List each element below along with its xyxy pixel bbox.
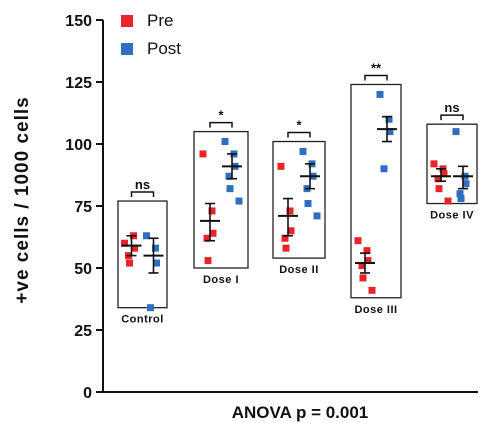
data-point-post <box>226 185 234 193</box>
data-point-post <box>152 244 159 252</box>
legend-swatch-pre <box>121 15 133 27</box>
data-point-pre <box>358 262 366 270</box>
group-label: Dose III <box>354 304 397 316</box>
data-point-post <box>457 195 465 203</box>
data-point-post <box>143 232 150 240</box>
legend: Pre Post <box>121 11 181 58</box>
data-point-post <box>221 138 229 146</box>
y-tick-label: 125 <box>65 75 92 92</box>
group-box <box>193 130 249 269</box>
y-tick-label: 150 <box>65 13 92 30</box>
x-axis-label: ANOVA p = 0.001 <box>232 403 369 422</box>
data-point-post <box>299 147 307 155</box>
significance-bracket <box>287 131 311 138</box>
y-tick-label: 100 <box>65 137 92 154</box>
data-point-post <box>153 259 160 267</box>
data-point-pre <box>363 247 371 255</box>
group-box <box>350 83 402 299</box>
legend-swatch-post <box>121 43 133 55</box>
significance-label: ns <box>135 177 150 192</box>
data-point-pre <box>204 257 212 265</box>
y-tick-label: 75 <box>74 199 92 216</box>
group-label: Dose II <box>279 264 319 276</box>
data-point-pre <box>440 170 448 178</box>
legend-label-pre: Pre <box>147 11 173 30</box>
data-point-pre <box>364 257 372 265</box>
group-box <box>117 200 168 309</box>
data-point-pre <box>434 175 442 183</box>
data-point-post <box>225 172 233 180</box>
data-point-pre <box>199 150 207 158</box>
data-point-pre <box>435 185 443 193</box>
group-boxes: Control ns Dose I * Dose II * Dose III ** Dose I… <box>117 60 478 326</box>
group-label: Dose I <box>203 274 239 286</box>
data-point-pre <box>430 160 438 168</box>
data-point-pre <box>208 207 216 215</box>
y-tick-label: 25 <box>74 323 92 340</box>
data-marks <box>121 90 473 312</box>
data-point-post <box>452 128 460 136</box>
data-point-post <box>376 90 384 98</box>
data-point-post <box>313 212 321 220</box>
data-point-pre <box>444 197 452 205</box>
data-point-pre <box>368 286 376 294</box>
data-point-post <box>235 197 243 205</box>
group-label: Dose IV <box>430 210 474 222</box>
significance-label: ** <box>371 60 382 75</box>
group-box <box>272 140 326 259</box>
data-point-pre <box>281 234 289 242</box>
y-tick-label: 0 <box>83 385 92 402</box>
significance-bracket <box>364 74 388 81</box>
data-point-pre <box>209 229 217 237</box>
data-point-post <box>462 180 470 188</box>
group-box <box>426 123 478 205</box>
significance-label: * <box>296 118 302 133</box>
significance-bracket <box>209 121 233 128</box>
data-point-pre <box>287 227 295 235</box>
data-point-pre <box>354 237 362 245</box>
data-point-post <box>147 304 154 312</box>
data-point-pre <box>121 239 128 247</box>
significance-label: ns <box>444 100 459 115</box>
significance-bracket <box>130 191 155 198</box>
data-point-pre <box>277 162 285 170</box>
group-label: Control <box>121 314 164 326</box>
data-point-post <box>304 200 312 208</box>
data-point-pre <box>131 244 138 252</box>
data-point-post <box>386 128 394 136</box>
data-point-pre <box>359 274 367 282</box>
data-point-pre <box>126 259 133 267</box>
axes: 0 25 50 75 100 125 150 <box>65 13 478 402</box>
y-axis-label: +ve cells / 1000 cells <box>12 96 33 303</box>
data-point-pre <box>203 234 211 242</box>
legend-label-post: Post <box>147 39 181 58</box>
data-point-post <box>456 190 464 198</box>
data-point-pre <box>282 244 290 252</box>
significance-label: * <box>218 108 224 123</box>
data-point-post <box>380 165 388 173</box>
significance-bracket <box>440 114 464 121</box>
data-point-pre <box>286 207 294 215</box>
y-tick-label: 50 <box>74 261 92 278</box>
data-point-post <box>385 115 393 123</box>
